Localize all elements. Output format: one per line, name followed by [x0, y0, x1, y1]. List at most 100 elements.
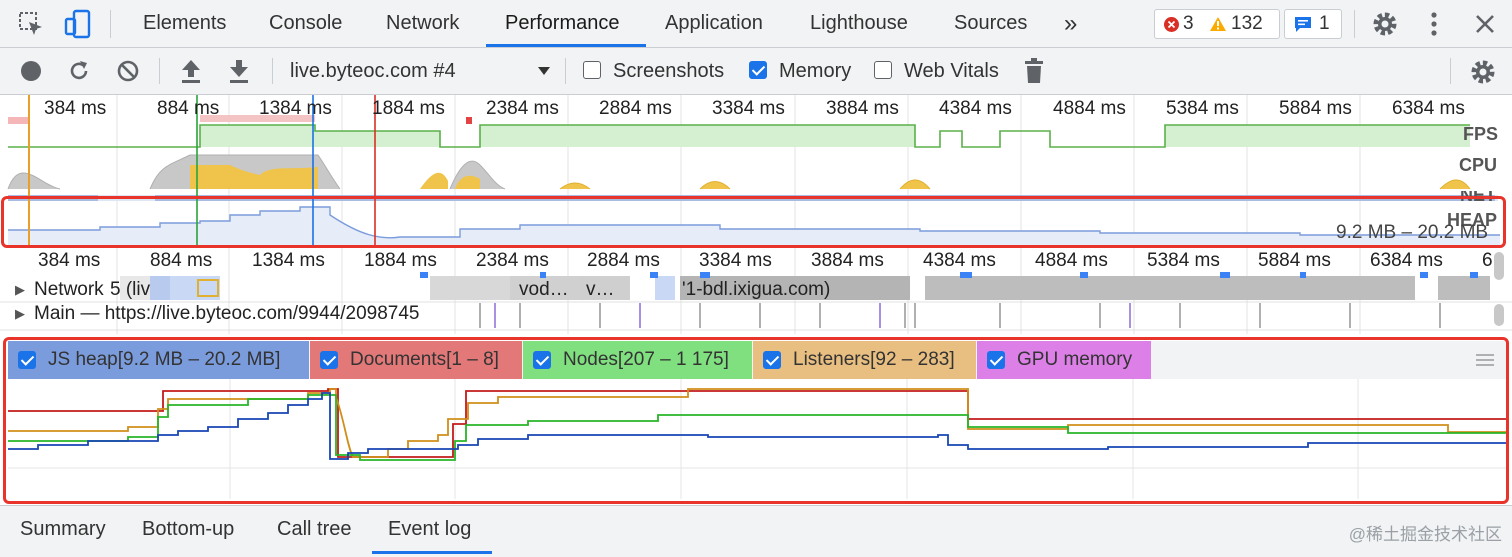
flame-tick: 884 ms [150, 250, 213, 271]
trash-icon[interactable] [1024, 58, 1044, 84]
issues-badge[interactable]: 3 132 [1154, 9, 1280, 39]
flame-tick: 4384 ms [923, 250, 996, 271]
documents-counter[interactable]: Documents[1 – 8] [310, 341, 522, 379]
listeners-counter[interactable]: Listeners[92 – 283] [753, 341, 976, 379]
nodes-checkbox[interactable] [533, 351, 551, 369]
network-fragment: v… [586, 279, 615, 300]
gpu-memory-counter[interactable]: GPU memory [977, 341, 1151, 379]
messages-badge[interactable]: 1 [1284, 9, 1342, 39]
flame-tick: 6 [1482, 250, 1493, 271]
tab-lighthouse[interactable]: Lighthouse [810, 12, 908, 34]
inspect-element-icon[interactable] [18, 11, 44, 37]
device-toolbar-icon[interactable] [64, 9, 92, 39]
reload-record-icon[interactable] [67, 59, 91, 83]
tab-console[interactable]: Console [269, 12, 343, 34]
upload-icon[interactable] [180, 58, 202, 84]
separator [110, 10, 111, 38]
capture-settings-gear-icon[interactable] [1469, 58, 1497, 86]
listeners-checkbox[interactable] [763, 351, 781, 369]
main-thread-label: Main — https://live.byteoc.com/9944/2098… [34, 303, 420, 324]
dropdown-arrow-icon[interactable] [537, 66, 551, 76]
flame-tick: 5384 ms [1147, 250, 1220, 271]
screenshots-label: Screenshots [613, 60, 725, 82]
settings-gear-icon[interactable] [1371, 10, 1399, 38]
memory-checkbox[interactable] [749, 61, 767, 79]
counter-lines [8, 379, 1506, 499]
web-vitals-checkbox[interactable] [874, 61, 892, 79]
tab-elements[interactable]: Elements [143, 12, 227, 34]
profile-select[interactable]: live.byteoc.com #4 [290, 60, 456, 82]
tab-summary[interactable]: Summary [20, 518, 106, 540]
network-fragment: 5 (liv [110, 279, 151, 300]
js-heap-checkbox[interactable] [18, 351, 36, 369]
overview-tick: 4384 ms [939, 98, 1012, 119]
heap-range-label: 9.2 MB – 20.2 MB [1336, 222, 1489, 243]
more-options-icon[interactable] [1424, 10, 1444, 38]
watermark: @稀土掘金技术社区 [1348, 525, 1502, 544]
drag-handle-icon[interactable] [1476, 353, 1494, 367]
overview-tick: 5384 ms [1166, 98, 1239, 119]
message-count: 1 [1319, 13, 1330, 34]
fps-lane-label: FPS [1463, 124, 1499, 144]
tab-network[interactable]: Network [386, 12, 460, 34]
network-fragment: '1-bdl.ixigua.com) [682, 279, 831, 300]
separator [1450, 58, 1451, 84]
flame-tick: 2384 ms [476, 250, 549, 271]
tab-sources[interactable]: Sources [954, 12, 1028, 34]
performance-toolbar: live.byteoc.com #4 Screenshots Memory We… [0, 48, 1512, 95]
flame-tick: 2884 ms [587, 250, 660, 271]
tab-performance[interactable]: Performance [505, 12, 620, 34]
gpu-memory-label: GPU memory [1017, 349, 1133, 370]
flame-tick: 5884 ms [1258, 250, 1331, 271]
nodes-label: Nodes[207 – 1 175] [563, 349, 729, 370]
record-icon[interactable] [20, 60, 42, 82]
heap-lane-label: HEAP [1447, 210, 1498, 230]
documents-checkbox[interactable] [320, 351, 338, 369]
tab-event-log[interactable]: Event log [388, 518, 472, 540]
overview-tick: 3384 ms [712, 98, 785, 119]
flame-tick: 6384 ms [1370, 250, 1443, 271]
active-tab-indicator [372, 551, 492, 554]
error-icon [1164, 17, 1179, 32]
flame-tick: 1384 ms [252, 250, 325, 271]
flame-tick: 3384 ms [699, 250, 772, 271]
counters-highlight-box [3, 337, 1509, 504]
nodes-counter[interactable]: Nodes[207 – 1 175] [523, 341, 752, 379]
overview-tick: 2384 ms [486, 98, 559, 119]
flame-tick: 1884 ms [364, 250, 437, 271]
clear-icon[interactable] [116, 59, 140, 83]
listeners-label: Listeners[92 – 283] [793, 349, 955, 370]
js-heap-counter[interactable]: JS heap[9.2 MB – 20.2 MB] [8, 341, 309, 379]
separator [272, 58, 273, 84]
close-icon[interactable] [1474, 13, 1496, 35]
js-heap-label: JS heap[9.2 MB – 20.2 MB] [48, 349, 281, 370]
heap-highlight-box [1, 196, 1506, 248]
gpu-memory-checkbox[interactable] [987, 351, 1005, 369]
overview-tick: 4884 ms [1053, 98, 1126, 119]
memory-label: Memory [779, 60, 852, 82]
tab-call-tree[interactable]: Call tree [277, 518, 352, 540]
cpu-lane-label: CPU [1459, 155, 1498, 175]
counters-graph [8, 379, 1506, 499]
warning-count: 132 [1231, 13, 1263, 34]
flame-chart[interactable]: 384 ms 884 ms 1384 ms 1884 ms 2384 ms 28… [0, 248, 1512, 334]
track-graphics [0, 248, 1512, 334]
download-icon[interactable] [228, 58, 250, 84]
network-fragment: vod… [519, 279, 569, 300]
tab-bottom-up[interactable]: Bottom-up [142, 518, 235, 540]
more-tabs-button[interactable]: » [1064, 10, 1078, 37]
separator [565, 58, 566, 84]
overview-tick: 884 ms [157, 98, 220, 119]
overview-tick: 1384 ms [259, 98, 332, 119]
documents-label: Documents[1 – 8] [350, 349, 499, 370]
screenshots-checkbox[interactable] [583, 61, 601, 79]
counters-legend: JS heap[9.2 MB – 20.2 MB] Documents[1 – … [8, 341, 1506, 379]
overview-tick: 5884 ms [1279, 98, 1352, 119]
web-vitals-label: Web Vitals [904, 60, 999, 82]
overview-tick: 384 ms [44, 98, 107, 119]
error-count: 3 [1183, 13, 1194, 34]
tab-application[interactable]: Application [665, 12, 763, 34]
overview-tick: 2884 ms [599, 98, 672, 119]
flame-tick: 3884 ms [811, 250, 884, 271]
details-tab-bar: Summary Bottom-up Call tree Event log @稀… [0, 505, 1512, 557]
